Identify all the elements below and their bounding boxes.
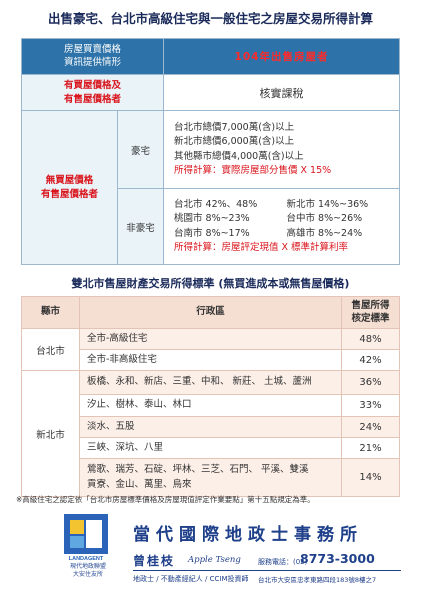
- luxury-newtaipei: 新北市總價6,000萬(含)以上: [174, 136, 295, 148]
- row-verified-label: 有買屋價格及 有售屋價格者: [21, 74, 164, 111]
- area-cell: 鶯歌、瑞芳、石碇、坪林、三芝、石門、 平溪、雙溪 貢寮、金山、萬里、烏來: [79, 458, 342, 497]
- income-standard-table: 縣市 行政區 售屋所得 核定標準 台北市 全市-高級住宅 48% 全市-非高級住…: [21, 296, 400, 497]
- header-info-source-line2: 資訊提供情形: [63, 56, 121, 68]
- row-verified-value: 核實課稅: [163, 74, 400, 111]
- rate-taipei: 台北市 42%、48%: [174, 199, 258, 210]
- rate-cell: 36%: [341, 370, 400, 395]
- income-calculation-table: 房屋買賣價格 資訊提供情形 104年出售房屋者 有買屋價格及 有售屋價格者 核實…: [21, 38, 400, 265]
- table-row: 三峽、深坑、八里 21%: [21, 437, 400, 459]
- rate-cell: 33%: [341, 394, 400, 417]
- rate-cell: 14%: [341, 458, 400, 497]
- luxury-other: 其他縣市總價4,000萬(含)以上: [174, 150, 304, 162]
- row-verified-label-line1: 有買屋價格及: [63, 79, 121, 91]
- rate-taichung: 台中市 8%~26%: [286, 213, 363, 225]
- rate-tainan: 台南市 8%~17%: [174, 227, 250, 239]
- col-city-header: 縣市: [21, 296, 80, 329]
- logo-text: LANDAGENT: [69, 556, 104, 562]
- rate-newtaipei: 新北市 14%~36%: [286, 199, 369, 210]
- area-cell: 板橋、永和、新店、三重、中和、 新莊、 土城、蘆洲: [79, 370, 342, 395]
- col-rate-header: 售屋所得 核定標準: [341, 296, 400, 329]
- row-verified-label-line2: 有售屋價格者: [63, 93, 121, 105]
- page-title: 出售豪宅、台北市高級住宅與一般住宅之房屋交易所得計算: [47, 11, 373, 26]
- area-cell: 汐止、樹林、泰山、林口: [79, 394, 342, 417]
- logo-subtitle-line2: 大安住友所: [72, 571, 103, 579]
- agent-roles: 地政士 / 不動產經紀人 / CCIM投資師: [133, 575, 249, 583]
- luxury-formula: 所得計算：實際房屋部分售價 X 15%: [174, 164, 332, 176]
- footnote: ※高級住宅之認定依「台北市房屋標準價格及房屋現值評定作業要點」第十五點規定為準。: [16, 495, 315, 504]
- luxury-label: 豪宅: [117, 110, 164, 189]
- table-row: 淡水、五股 24%: [21, 416, 400, 438]
- footer-divider: [133, 570, 401, 571]
- firm-name: 當代國際地政士事務所: [133, 525, 363, 545]
- landagent-logo-icon: LANDAGENT: [64, 514, 108, 562]
- rate-cell: 21%: [341, 437, 400, 459]
- agent-name: 曾桂枝: [133, 554, 176, 568]
- agent-name-english: Apple Tseng: [188, 555, 241, 565]
- luxury-criteria: 台北市總價7,000萬(含)以上 新北市總價6,000萬(含)以上 其他縣市總價…: [163, 110, 400, 189]
- city-taipei: 台北市: [21, 328, 80, 371]
- header-info-source-line1: 房屋買賣價格: [63, 43, 121, 55]
- table-row: 鶯歌、瑞芳、石碇、坪林、三芝、石門、 平溪、雙溪 貢寮、金山、萬里、烏來 14%: [21, 458, 400, 497]
- nonluxury-criteria: 台北市 42%、48% 新北市 14%~36% 桃園市 8%~23% 台中市 8…: [163, 188, 400, 265]
- rate-cell: 24%: [341, 416, 400, 438]
- area-cell: 淡水、五股: [79, 416, 342, 438]
- nonluxury-label: 非豪宅: [117, 188, 164, 265]
- header-year-sellers-text: 104年出售房屋者: [234, 51, 329, 63]
- table-row: 全市-非高級住宅 42%: [21, 349, 400, 371]
- row-no-purchase-label-line2: 有售屋價格者: [40, 188, 98, 200]
- phone-number[interactable]: 8773-3000: [300, 551, 375, 566]
- rate-cell: 42%: [341, 349, 400, 371]
- area-cell-line2: 貢寮、金山、萬里、烏來: [87, 478, 192, 490]
- header-info-source: 房屋買賣價格 資訊提供情形: [21, 38, 164, 75]
- logo-subtitle-line1: 現代地政聯盟: [69, 563, 106, 570]
- table-row: 台北市 全市-高級住宅 48%: [21, 328, 400, 371]
- city-newtaipei: 新北市: [21, 370, 80, 497]
- office-address: 台北市大安區忠孝東路四段183號8樓之7: [258, 576, 377, 584]
- rate-kaohsiung: 高雄市 8%~24%: [286, 227, 363, 239]
- col-rate-header-line2: 核定標準: [351, 312, 390, 324]
- table-row: 新北市 板橋、永和、新店、三重、中和、 新莊、 土城、蘆洲 36%: [21, 370, 400, 497]
- col-rate-header-line1: 售屋所得: [351, 299, 390, 311]
- area-cell-line1: 鶯歌、瑞芳、石碇、坪林、三芝、石門、 平溪、雙溪: [87, 464, 309, 476]
- nonluxury-formula: 所得計算：房屋評定現值 X 標準計算利率: [174, 241, 349, 253]
- phone-label: 服務電話：(02): [258, 558, 308, 566]
- area-cell: 全市-非高級住宅: [79, 349, 342, 371]
- area-cell: 全市-高級住宅: [79, 328, 342, 350]
- row-no-purchase-label: 無買屋價格 有售屋價格者: [21, 110, 118, 265]
- luxury-taipei: 台北市總價7,000萬(含)以上: [174, 122, 295, 133]
- col-area-header: 行政區: [79, 296, 342, 329]
- row-no-purchase-label-line1: 無買屋價格: [45, 174, 94, 186]
- section-title-standard: 雙北市售屋財產交易所得標準 (無買進成本或無售屋價格): [71, 277, 350, 290]
- logo-subtitle: 現代地政聯盟 大安住友所: [58, 563, 118, 579]
- table-row: 汐止、樹林、泰山、林口 33%: [21, 394, 400, 417]
- rate-cell: 48%: [341, 328, 400, 350]
- header-year-sellers: 104年出售房屋者: [163, 38, 400, 75]
- area-cell: 三峽、深坑、八里: [79, 437, 342, 459]
- nonluxury-rate-grid: 台北市 42%、48% 新北市 14%~36% 桃園市 8%~23% 台中市 8…: [174, 198, 399, 241]
- rate-taoyuan: 桃園市 8%~23%: [174, 213, 250, 225]
